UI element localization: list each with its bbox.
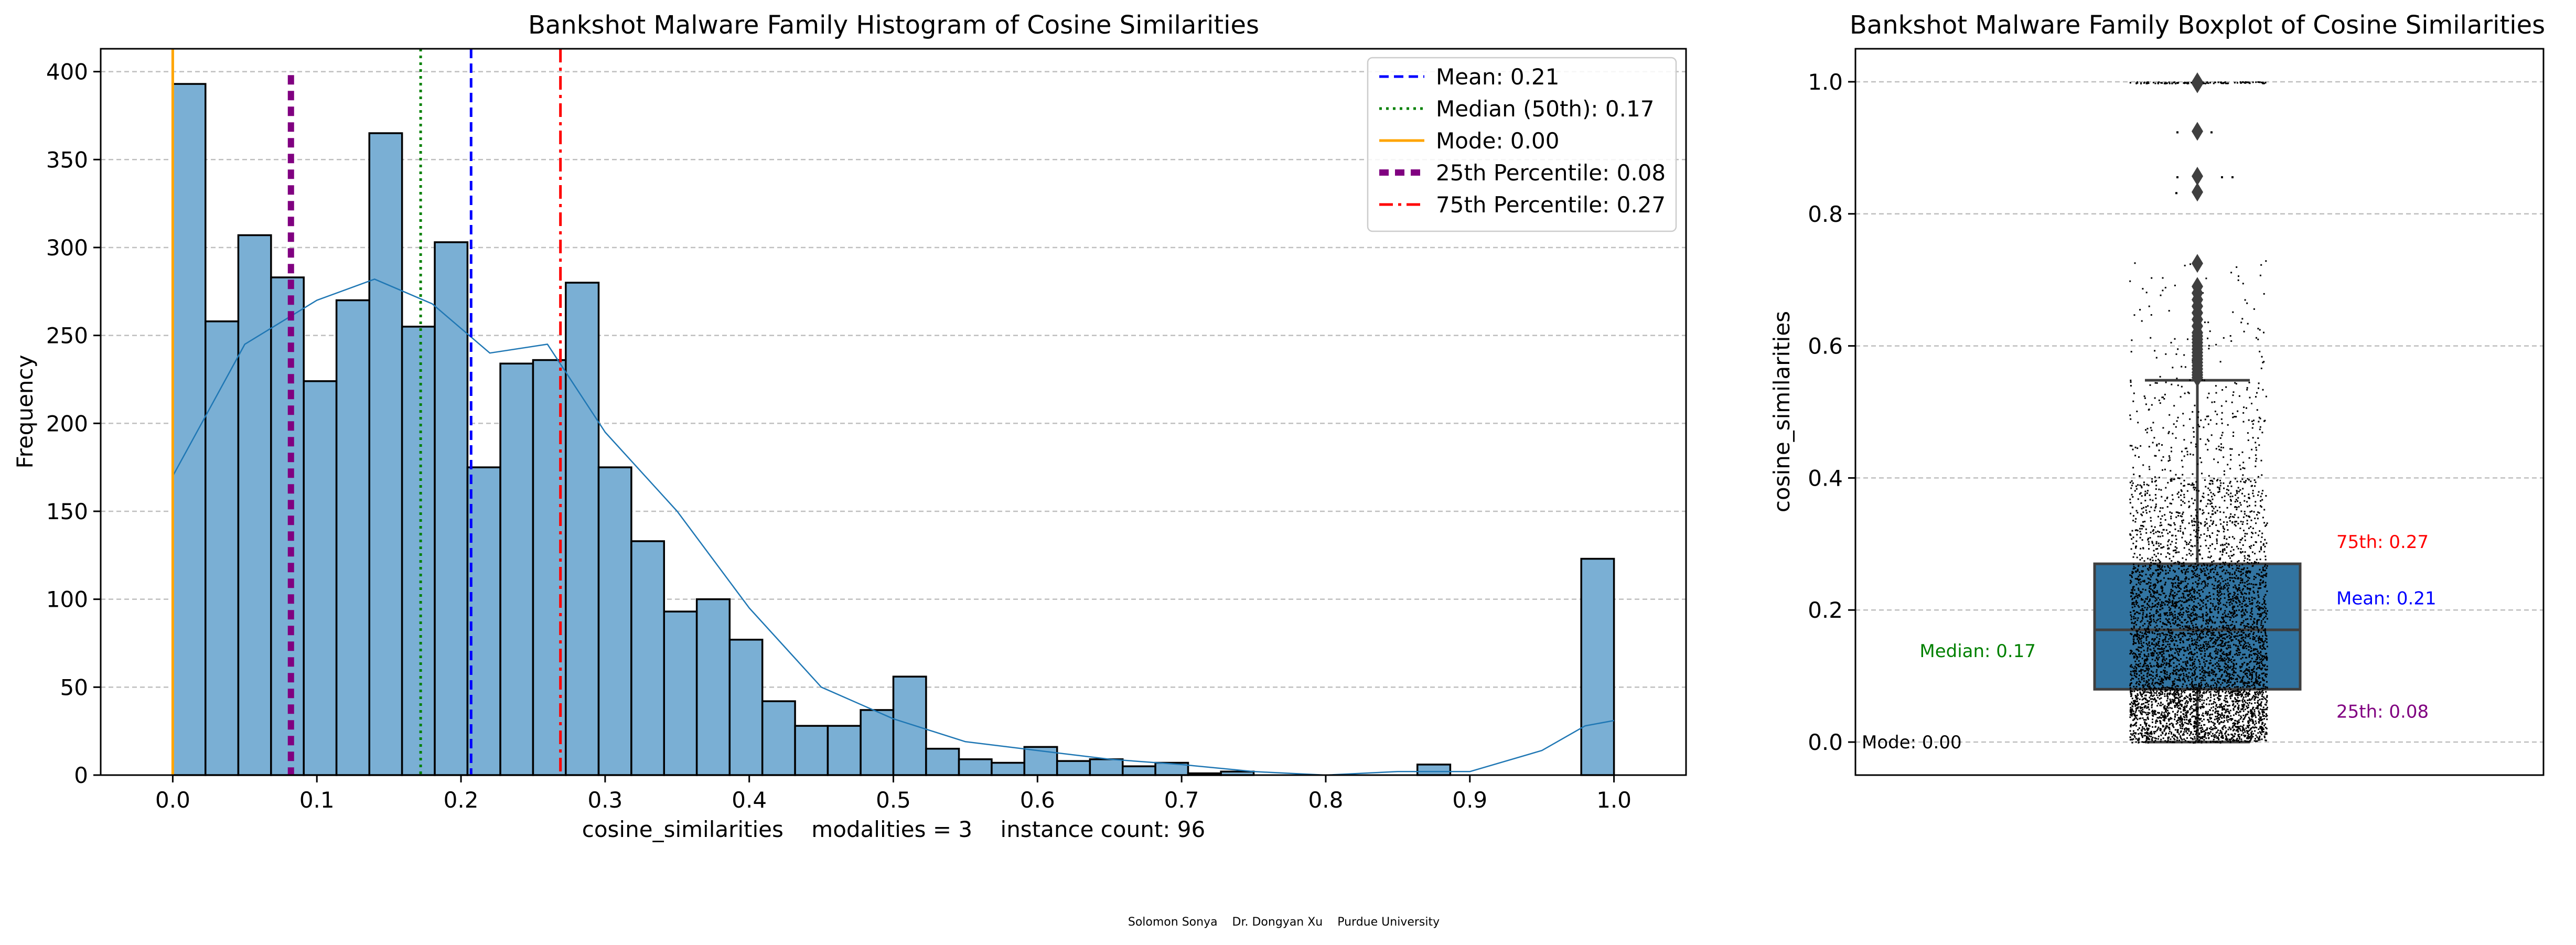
- histogram-bar: [499, 362, 534, 776]
- y-tick-label: 150: [46, 499, 88, 524]
- boxplot-annotations: 75th: 0.27 Mean: 0.21 Median: 0.17 25th: 0.…: [1862, 532, 2437, 753]
- boxplot-jitter-points: [2129, 81, 2268, 744]
- outlier-marker: [2192, 122, 2203, 141]
- outlier-marker: [2192, 167, 2203, 186]
- histogram-bar: [335, 299, 371, 776]
- histogram-bar: [991, 761, 1026, 776]
- y-tick-label: 350: [46, 147, 88, 173]
- x-tick-label: 0.9: [1452, 787, 1487, 813]
- boxplot-axes-frame: [1854, 48, 2545, 776]
- histogram-x-axis-label: cosine_similarities modalities = 3 insta…: [582, 817, 1205, 842]
- histogram-bar: [237, 234, 272, 776]
- histogram-bar: [1416, 764, 1452, 776]
- boxplot-y-tick-label: 0.2: [1808, 597, 1843, 623]
- x-tick-label: 0.3: [587, 787, 622, 813]
- y-tick-label: 0: [74, 763, 88, 788]
- x-tick-label: 1.0: [1596, 787, 1632, 813]
- y-tick-label: 100: [46, 587, 88, 613]
- boxplot-chart: 75th: 0.27 Mean: 0.21 Median: 0.17 25th: 0.…: [1769, 10, 2545, 776]
- boxplot-outliers: [2192, 72, 2203, 388]
- y-tick-label: 250: [46, 323, 88, 349]
- boxplot-y-ticks: 0.0 0.2 0.4 0.6 0.8 1.0: [1808, 69, 1855, 755]
- histogram-bar: [925, 747, 960, 776]
- outlier-marker: [2192, 277, 2203, 296]
- histogram-legend: Mean: 0.21 Median (50th): 0.17 Mode: 0.00 2…: [1367, 57, 1677, 232]
- histogram-bar: [303, 380, 338, 776]
- y-tick-label: 400: [46, 59, 88, 85]
- x-tick-label: 0.1: [299, 787, 335, 813]
- histogram-bar: [597, 466, 632, 776]
- histogram-bar: [401, 326, 436, 776]
- boxplot-annotation: Median: 0.17: [1919, 641, 2036, 662]
- legend-entry-label: Mode: 0.00: [1436, 128, 1559, 154]
- y-tick-label: 50: [60, 674, 88, 700]
- histogram-y-ticks: 0 50 100 150 200 250 300 350 400: [46, 59, 101, 788]
- x-tick-label: 0.2: [444, 787, 479, 813]
- histogram-bar: [860, 709, 895, 776]
- histogram-bar: [1089, 758, 1124, 776]
- x-tick-label: 0.4: [732, 787, 767, 813]
- boxplot-annotation: 25th: 0.08: [2336, 701, 2429, 722]
- histogram-bar: [761, 700, 796, 776]
- histogram-bar: [827, 725, 862, 776]
- x-tick-label: 0.5: [876, 787, 911, 813]
- x-tick-label: 0.0: [155, 787, 190, 813]
- x-tick-label: 0.6: [1020, 787, 1055, 813]
- histogram-bar: [958, 758, 993, 776]
- x-tick-label: 0.7: [1164, 787, 1199, 813]
- footer-credits: Solomon Sonya Dr. Dongyan Xu Purdue Univ…: [1128, 916, 1440, 929]
- histogram-bar: [794, 725, 829, 776]
- histogram-bar: [434, 241, 469, 776]
- histogram-bar: [695, 598, 731, 776]
- y-tick-label: 300: [46, 235, 88, 261]
- histogram-bar: [270, 276, 305, 776]
- histogram-bar: [565, 282, 600, 776]
- histogram-bar: [1056, 760, 1091, 776]
- histogram-bar: [205, 320, 240, 776]
- boxplot-y-tick-label: 0.4: [1808, 465, 1843, 491]
- histogram-bar: [630, 540, 666, 776]
- boxplot-annotation: 75th: 0.27: [2336, 532, 2429, 553]
- histogram-reference-lines: [171, 49, 562, 775]
- outlier-marker: [2192, 254, 2203, 273]
- outlier-marker: [2192, 182, 2203, 202]
- histogram-bar: [368, 132, 403, 776]
- boxplot-y-tick-label: 0.0: [1808, 729, 1843, 755]
- legend-entry-label: 25th Percentile: 0.08: [1436, 160, 1666, 186]
- boxplot-y-tick-label: 0.6: [1808, 334, 1843, 359]
- histogram-bar: [1121, 765, 1156, 776]
- histogram-bar: [663, 610, 698, 776]
- histogram-kde: [172, 278, 1614, 776]
- boxplot-y-tick-label: 1.0: [1808, 69, 1843, 95]
- boxplot-title: Bankshot Malware Family Boxplot of Cosin…: [1850, 10, 2545, 40]
- histogram-bars: [171, 83, 1615, 776]
- histogram-bar: [728, 639, 764, 776]
- legend-frame: [1367, 57, 1677, 232]
- boxplot-y-tick-label: 0.8: [1808, 201, 1843, 227]
- histogram-y-axis-label: Frequency: [12, 355, 38, 469]
- y-tick-label: 200: [46, 411, 88, 436]
- boxplot-grid: [1855, 81, 2543, 743]
- outlier-marker: [2192, 72, 2203, 91]
- histogram-bar: [466, 466, 501, 776]
- legend-entry-label: Mean: 0.21: [1436, 64, 1559, 90]
- histogram-kde-curve: [172, 278, 1614, 776]
- histogram-bar: [1580, 557, 1615, 776]
- x-tick-label: 0.8: [1308, 787, 1344, 813]
- histogram-title: Bankshot Malware Family Histogram of Cos…: [528, 10, 1259, 40]
- legend-entry-label: Median (50th): 0.17: [1436, 96, 1654, 122]
- legend-entry-label: 75th Percentile: 0.27: [1436, 192, 1666, 218]
- boxplot-annotation: Mean: 0.21: [2336, 588, 2437, 609]
- histogram-x-ticks: 0.0 0.1 0.2 0.3 0.4 0.5 0.6 0.7 0.8 0.9 1.0: [155, 775, 1632, 813]
- histogram-chart: 0.0 0.1 0.2 0.3 0.4 0.5 0.6 0.7 0.8 0.9 1.0 0 50 100…: [12, 10, 1687, 842]
- histogram-bar: [171, 83, 207, 776]
- boxplot-y-axis-label: cosine_similarities: [1769, 311, 1795, 512]
- jitter-point-cloud: [2129, 81, 2268, 744]
- boxplot-annotation: Mode: 0.00: [1862, 732, 1962, 753]
- histogram-bar: [892, 675, 927, 776]
